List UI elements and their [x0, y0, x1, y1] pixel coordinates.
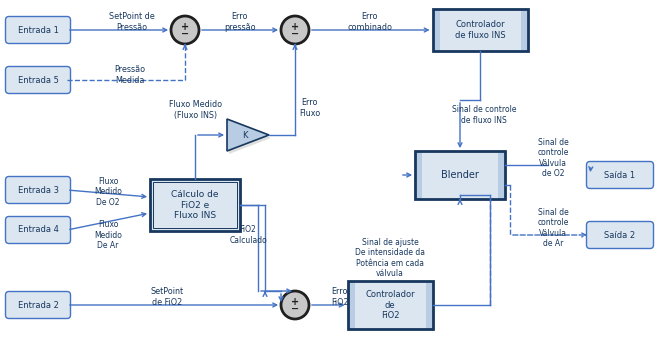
FancyBboxPatch shape	[587, 222, 653, 248]
Bar	[498, 151, 505, 199]
Text: −: −	[181, 29, 189, 39]
Text: −: −	[291, 304, 299, 314]
Bar	[150, 179, 240, 231]
Bar	[415, 151, 422, 199]
Text: SetPoint de
Pressão: SetPoint de Pressão	[109, 12, 155, 32]
Text: Saída 2: Saída 2	[605, 230, 636, 239]
Bar	[432, 9, 440, 51]
Text: +: +	[181, 22, 189, 32]
Text: Blender: Blender	[441, 170, 479, 180]
Circle shape	[281, 16, 309, 44]
Text: Erro
Fluxo: Erro Fluxo	[300, 98, 321, 118]
Text: Erro
FiO2: Erro FiO2	[331, 287, 349, 307]
FancyBboxPatch shape	[5, 291, 71, 319]
Text: Cálculo de
FiO2 e
Fluxo INS: Cálculo de FiO2 e Fluxo INS	[171, 190, 218, 220]
Text: Pressão
Medida: Pressão Medida	[114, 65, 146, 85]
Bar	[415, 151, 505, 199]
Polygon shape	[229, 122, 271, 154]
Text: Entrada 5: Entrada 5	[18, 75, 59, 85]
Text: Erro
pressão: Erro pressão	[224, 12, 256, 32]
Text: Controlador
de fluxo INS: Controlador de fluxo INS	[455, 20, 506, 40]
Text: Fluxo
Medido
De Ar: Fluxo Medido De Ar	[94, 220, 122, 250]
FancyBboxPatch shape	[5, 66, 71, 94]
Bar	[521, 9, 527, 51]
Bar	[432, 9, 527, 51]
Text: +: +	[291, 22, 299, 32]
Text: −: −	[291, 29, 299, 39]
FancyBboxPatch shape	[5, 176, 71, 204]
Text: Saída 1: Saída 1	[605, 171, 636, 180]
Text: Fluxo
Medido
De O2: Fluxo Medido De O2	[94, 177, 122, 207]
Bar	[348, 281, 432, 329]
Text: Entrada 2: Entrada 2	[18, 301, 59, 310]
Bar	[432, 9, 527, 51]
Text: SetPoint
de FiO2: SetPoint de FiO2	[150, 287, 183, 307]
Text: Controlador
de
FiO2: Controlador de FiO2	[365, 290, 415, 320]
Text: K: K	[242, 130, 248, 140]
FancyBboxPatch shape	[5, 216, 71, 244]
Bar	[415, 151, 505, 199]
Text: Erro
combinado: Erro combinado	[348, 12, 393, 32]
Polygon shape	[227, 119, 269, 151]
Text: Entrada 4: Entrada 4	[18, 226, 59, 235]
Bar	[426, 281, 432, 329]
FancyBboxPatch shape	[587, 161, 653, 189]
Text: Sinal de
controle
Válvula
de O2: Sinal de controle Válvula de O2	[537, 138, 569, 178]
Circle shape	[171, 16, 199, 44]
Text: Fluxo Medido
(Fluxo INS): Fluxo Medido (Fluxo INS)	[170, 100, 222, 120]
Text: FiO2
Calculado: FiO2 Calculado	[229, 225, 267, 245]
Circle shape	[281, 291, 309, 319]
Bar	[153, 182, 237, 228]
Bar	[348, 281, 354, 329]
Text: +: +	[291, 297, 299, 307]
Text: Sinal de controle
de fluxo INS: Sinal de controle de fluxo INS	[451, 105, 516, 125]
Text: Entrada 3: Entrada 3	[18, 185, 59, 194]
Text: Sinal de
controle
Válvula
de Ar: Sinal de controle Válvula de Ar	[537, 208, 569, 248]
Bar	[348, 281, 432, 329]
Text: Entrada 1: Entrada 1	[18, 25, 59, 34]
FancyBboxPatch shape	[5, 17, 71, 43]
Text: Sinal de ajuste
De intensidade da
Potência em cada
válvula: Sinal de ajuste De intensidade da Potênc…	[355, 238, 425, 278]
